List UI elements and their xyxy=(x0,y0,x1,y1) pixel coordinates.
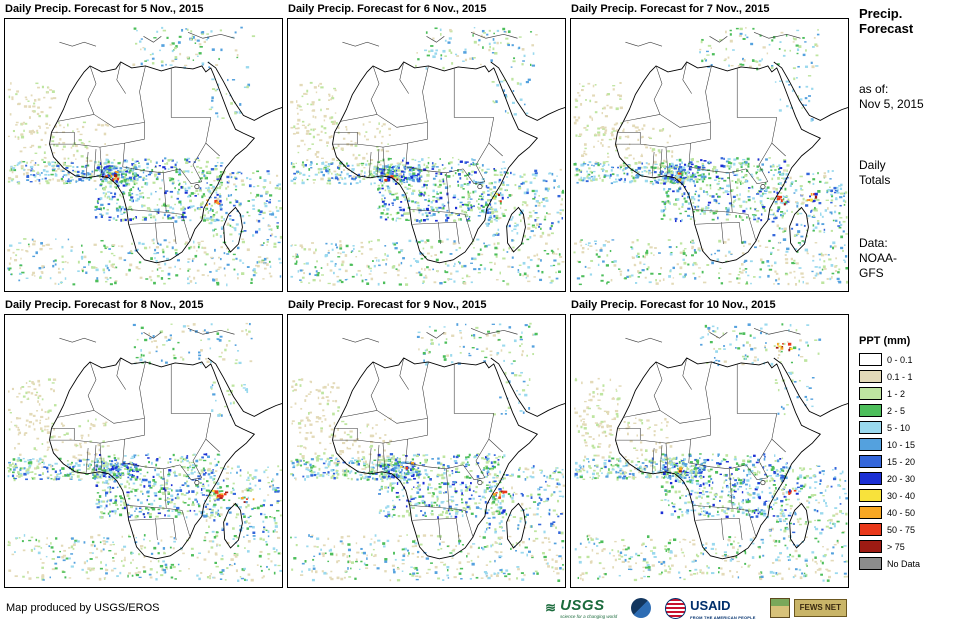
usgs-logo: ≋ USGS science for a changing world xyxy=(545,597,617,619)
precip-dots xyxy=(574,323,848,582)
map-panel-7nov: Daily Precip. Forecast for 7 Nov., 2015 xyxy=(570,3,851,292)
legend-label: 5 - 10 xyxy=(887,422,911,433)
map-panel-5nov: Daily Precip. Forecast for 5 Nov., 2015 xyxy=(4,3,285,292)
legend-item: No Data xyxy=(859,555,965,572)
as-of-label: as of: xyxy=(859,82,889,96)
usaid-logo: USAID FROM THE AMERICAN PEOPLE xyxy=(665,597,756,620)
africa-precip-map xyxy=(4,314,283,588)
sidebar-title-line2: Forecast xyxy=(859,21,914,36)
legend: PPT (mm) 0 - 0.1 0.1 - 1 1 - 2 2 - 5 5 - 10 1… xyxy=(859,335,965,572)
africa-precip-map xyxy=(287,314,566,588)
map-title: Daily Precip. Forecast for 7 Nov., 2015 xyxy=(571,3,770,15)
sidebar-title-line1: Precip. xyxy=(859,6,903,21)
legend-item: > 75 xyxy=(859,538,965,555)
legend-swatch xyxy=(859,387,882,400)
sidebar: Precip. Forecast as of: Nov 5, 2015 Dail… xyxy=(853,0,967,626)
africa-precip-map xyxy=(570,314,849,588)
legend-item: 1 - 2 xyxy=(859,385,965,402)
legend-item: 5 - 10 xyxy=(859,419,965,436)
legend-swatch xyxy=(859,404,882,417)
legend-swatch xyxy=(859,353,882,366)
legend-item: 2 - 5 xyxy=(859,402,965,419)
fewsnet-icon xyxy=(769,598,790,618)
agency-logos: ≋ USGS science for a changing world USAI… xyxy=(545,597,847,620)
map-panel-8nov: Daily Precip. Forecast for 8 Nov., 2015 xyxy=(4,299,285,588)
data-source-value1: NOAA- xyxy=(859,251,898,265)
totals-line2: Totals xyxy=(859,173,891,187)
legend-label: 15 - 20 xyxy=(887,456,916,467)
footer: Map produced by USGS/EROS ≋ USGS science… xyxy=(4,595,853,621)
maps-grid: Daily Precip. Forecast for 5 Nov., 2015 … xyxy=(4,3,853,621)
legend-label: 20 - 30 xyxy=(887,473,916,484)
legend-item: 0.1 - 1 xyxy=(859,368,965,385)
legend-swatch xyxy=(859,540,882,553)
legend-item: 0 - 0.1 xyxy=(859,351,965,368)
legend-swatch xyxy=(859,455,882,468)
fewsnet-logo-text: FEWS NET xyxy=(793,599,847,617)
noaa-logo xyxy=(631,598,652,618)
usgs-tagline: science for a changing world xyxy=(560,614,618,619)
as-of-value: Nov 5, 2015 xyxy=(859,97,924,111)
data-source-block: Data: NOAA- GFS xyxy=(859,236,965,281)
legend-swatch xyxy=(859,472,882,485)
map-title: Daily Precip. Forecast for 10 Nov., 2015 xyxy=(571,299,776,311)
legend-swatch xyxy=(859,421,882,434)
legend-swatch xyxy=(859,370,882,383)
legend-item: 50 - 75 xyxy=(859,521,965,538)
legend-label: 50 - 75 xyxy=(887,524,916,535)
legend-label: 0.1 - 1 xyxy=(887,371,913,382)
map-panel-10nov: Daily Precip. Forecast for 10 Nov., 2015 xyxy=(570,299,851,588)
legend-item: 10 - 15 xyxy=(859,436,965,453)
africa-precip-map xyxy=(287,18,566,292)
legend-label: > 75 xyxy=(887,541,905,552)
usgs-logo-text: USGS xyxy=(560,597,605,614)
legend-swatch xyxy=(859,506,882,519)
usaid-logo-text: USAID xyxy=(690,597,731,613)
sidebar-title: Precip. Forecast xyxy=(859,6,965,36)
map-panel-9nov: Daily Precip. Forecast for 9 Nov., 2015 xyxy=(287,299,568,588)
legend-label: 0 - 0.1 xyxy=(887,354,913,365)
africa-precip-map xyxy=(4,18,283,292)
as-of-block: as of: Nov 5, 2015 xyxy=(859,82,965,112)
precip-dots xyxy=(573,27,848,286)
legend-item: 30 - 40 xyxy=(859,487,965,504)
precip-dots xyxy=(7,322,282,582)
legend-title: PPT (mm) xyxy=(859,335,911,347)
legend-item: 20 - 30 xyxy=(859,470,965,487)
legend-label: No Data xyxy=(887,558,921,569)
data-source-value2: GFS xyxy=(859,266,884,280)
map-title: Daily Precip. Forecast for 6 Nov., 2015 xyxy=(288,3,487,15)
legend-label: 2 - 5 xyxy=(887,405,906,416)
legend-swatch xyxy=(859,557,882,570)
legend-swatch xyxy=(859,438,882,451)
data-source-label: Data: xyxy=(859,236,888,250)
legend-item: 40 - 50 xyxy=(859,504,965,521)
noaa-icon xyxy=(631,598,652,618)
legend-swatch xyxy=(859,489,882,502)
legend-swatch xyxy=(859,523,882,536)
totals-block: Daily Totals xyxy=(859,158,965,188)
map-title: Daily Precip. Forecast for 5 Nov., 2015 xyxy=(5,3,204,15)
fewsnet-logo: FEWS NET xyxy=(769,598,847,618)
legend-item: 15 - 20 xyxy=(859,453,965,470)
usgs-icon: ≋ xyxy=(545,600,557,615)
legend-label: 1 - 2 xyxy=(887,388,906,399)
map-title: Daily Precip. Forecast for 9 Nov., 2015 xyxy=(288,299,487,311)
legend-label: 40 - 50 xyxy=(887,507,916,518)
precip-dots xyxy=(7,26,282,287)
precip-dots xyxy=(290,26,565,286)
map-title: Daily Precip. Forecast for 8 Nov., 2015 xyxy=(5,299,204,311)
legend-label: 10 - 15 xyxy=(887,439,916,450)
totals-line1: Daily xyxy=(859,158,886,172)
usaid-icon xyxy=(665,597,687,619)
credit-text: Map produced by USGS/EROS xyxy=(6,602,160,614)
legend-items: 0 - 0.1 0.1 - 1 1 - 2 2 - 5 5 - 10 10 - 15 15 … xyxy=(859,351,965,572)
legend-label: 30 - 40 xyxy=(887,490,916,501)
map-panel-6nov: Daily Precip. Forecast for 6 Nov., 2015 xyxy=(287,3,568,292)
africa-precip-map xyxy=(570,18,849,292)
precip-dots xyxy=(290,322,565,582)
usaid-tagline: FROM THE AMERICAN PEOPLE xyxy=(690,614,756,620)
